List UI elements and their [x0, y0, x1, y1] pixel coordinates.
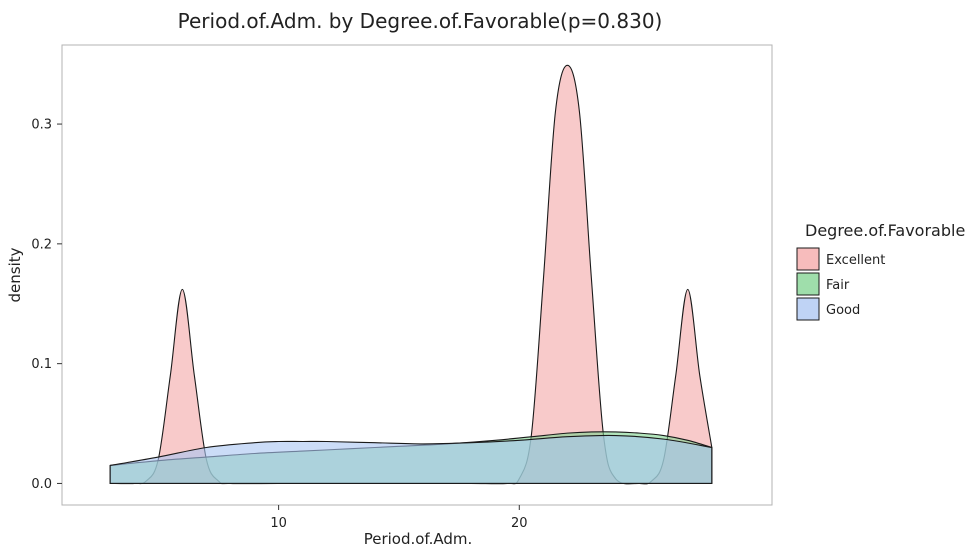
density-area-good	[109, 434, 713, 484]
x-tick-label: 10	[270, 516, 287, 531]
legend-swatch-excellent	[796, 247, 820, 271]
legend-label-excellent: Excellent	[826, 253, 885, 268]
y-tick-label: 0.3	[31, 118, 52, 133]
legend-label-fair: Fair	[826, 278, 850, 293]
legend: Degree.of.Favorable Excellent Fair Good	[796, 221, 965, 321]
y-tick-label: 0.0	[31, 477, 52, 492]
y-tick-label: 0.2	[31, 237, 52, 252]
legend-swatch-fair	[796, 272, 820, 296]
legend-label-good: Good	[826, 303, 860, 318]
legend-title: Degree.of.Favorable	[805, 221, 965, 240]
y-axis: 0.0 0.1 0.2 0.3	[31, 118, 62, 492]
x-axis-label: Period.of.Adm.	[364, 530, 473, 548]
chart-title: Period.of.Adm. by Degree.of.Favorable(p=…	[178, 9, 663, 33]
legend-swatch-good	[796, 297, 820, 321]
y-tick-label: 0.1	[31, 357, 52, 372]
x-axis: 10 20	[270, 505, 528, 531]
x-tick-label: 20	[511, 516, 528, 531]
density-areas	[109, 64, 713, 485]
y-axis-label: density	[6, 247, 24, 302]
